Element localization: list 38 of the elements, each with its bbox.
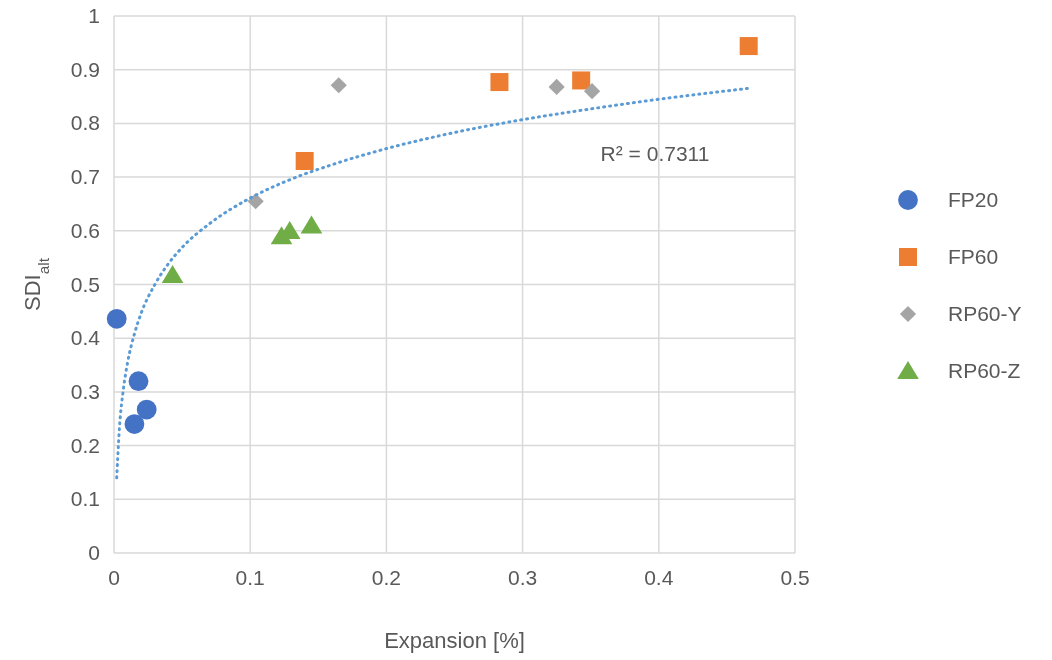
- legend-label: FP60: [948, 245, 999, 268]
- legend-label: RP60-Z: [948, 359, 1021, 382]
- point: [161, 264, 184, 283]
- point: [247, 193, 264, 210]
- x-tick-label: 0.5: [780, 566, 810, 589]
- legend-label: RP60-Y: [948, 302, 1022, 325]
- legend-label: FP20: [948, 188, 999, 211]
- y-tick-label: 0.6: [70, 218, 100, 242]
- point: [124, 414, 145, 435]
- y-tick-label: 0.3: [70, 379, 100, 403]
- point: [739, 37, 758, 56]
- point: [136, 399, 157, 420]
- y-tick-label: 0.7: [70, 165, 100, 189]
- point: [572, 71, 591, 90]
- y-tick-label: 0: [88, 541, 100, 564]
- y-tick-label: 0.4: [70, 326, 101, 350]
- x-tick-label: 0.2: [371, 566, 401, 589]
- point: [548, 78, 565, 95]
- y-tick-label: 0.2: [70, 433, 100, 457]
- y-tick-label: 0.1: [70, 487, 100, 511]
- point: [295, 151, 314, 170]
- y-tick-label: 0.5: [70, 272, 100, 296]
- y-tick-label: 0.9: [70, 57, 100, 81]
- x-tick-label: 0: [108, 566, 120, 589]
- point: [106, 308, 127, 329]
- y-tick-label: 1: [88, 4, 100, 27]
- point: [583, 83, 601, 100]
- line-series: [115, 87, 749, 480]
- point: [330, 77, 347, 94]
- point: [490, 73, 509, 92]
- annotation: R² = 0.7311: [600, 142, 710, 165]
- y-tick-label: 0.8: [70, 111, 100, 135]
- x-tick-label: 0.1: [235, 566, 265, 589]
- point: [300, 215, 323, 234]
- x-tick-label: 0.4: [644, 566, 674, 589]
- x-axis-title: Expansion [%]: [384, 628, 525, 653]
- x-tick-label: 0.3: [508, 566, 538, 589]
- point: [128, 371, 149, 392]
